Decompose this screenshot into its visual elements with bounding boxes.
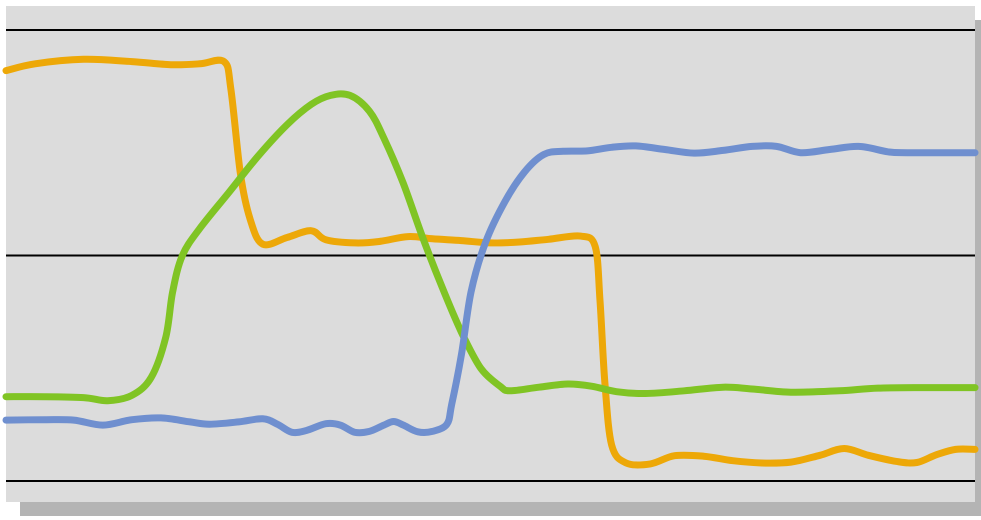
- series-line-orange: [2, 55, 979, 469]
- series-line-blue: [2, 142, 979, 437]
- gridlines: [6, 29, 975, 482]
- plot-area: [6, 6, 975, 502]
- series-group: [2, 55, 979, 469]
- series-line-green: [2, 90, 979, 405]
